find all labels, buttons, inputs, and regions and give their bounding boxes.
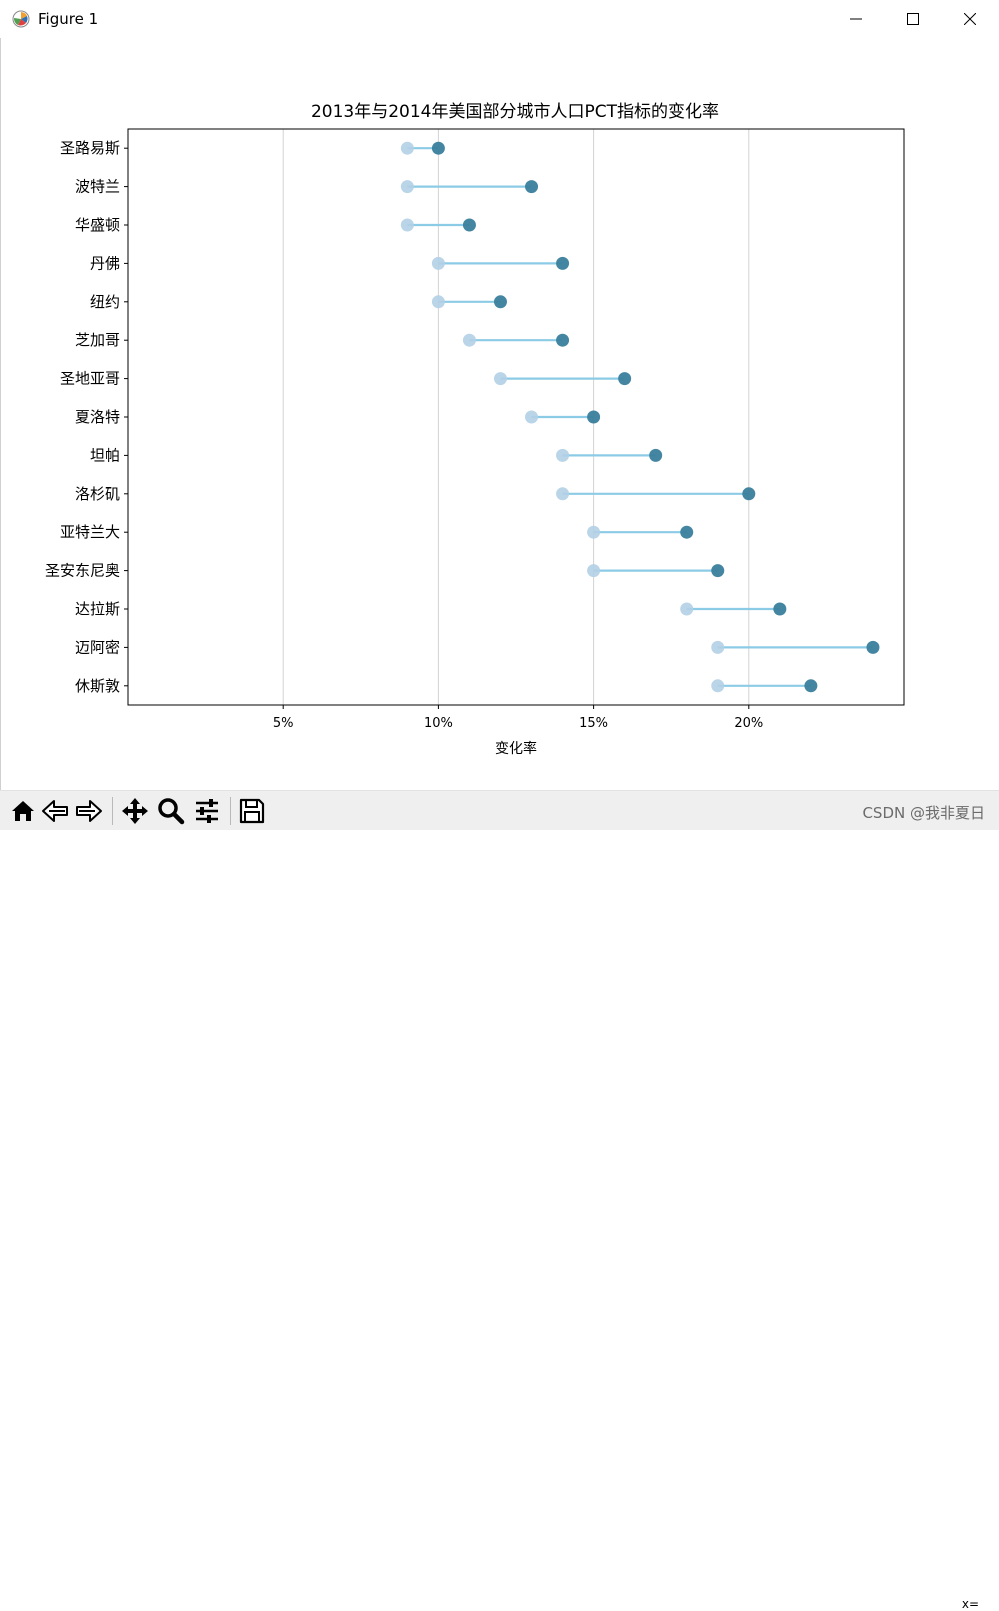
point-2013: [431, 256, 445, 270]
y-tick-label: 纽约: [90, 293, 120, 311]
minimize-button[interactable]: [827, 0, 885, 38]
grid-lines: [282, 129, 750, 705]
minimize-icon: [850, 18, 862, 20]
point-2014: [431, 141, 445, 155]
point-2014: [649, 448, 663, 462]
point-2013: [587, 564, 601, 578]
move-icon: [122, 798, 148, 824]
x-tick-label: 5%: [273, 716, 294, 731]
y-tick-label: 丹佛: [90, 254, 120, 272]
point-2013: [711, 640, 725, 654]
maximize-icon: [907, 13, 919, 25]
x-tick-label: 15%: [579, 716, 608, 731]
floppy-disk-icon: [239, 798, 265, 824]
point-2013: [400, 180, 414, 194]
magnifier-icon: [158, 798, 185, 825]
x-tick-label: 20%: [734, 716, 763, 731]
points: [400, 141, 880, 693]
y-tick-label: 洛杉矶: [75, 485, 120, 503]
point-2014: [556, 256, 570, 270]
back-button[interactable]: [40, 796, 70, 826]
matplotlib-logo-icon: [12, 10, 30, 28]
segments: [407, 147, 873, 687]
point-2013: [493, 372, 507, 386]
home-button[interactable]: [8, 796, 38, 826]
home-icon: [12, 801, 34, 821]
watermark-text: CSDN @我非夏日: [862, 804, 985, 822]
sliders-icon: [196, 799, 218, 823]
x-tick-label: 10%: [424, 716, 453, 731]
toolbar-separator: [230, 797, 231, 825]
point-2014: [493, 295, 507, 309]
point-2013: [556, 487, 570, 501]
zoom-button[interactable]: [156, 796, 186, 826]
point-2014: [556, 333, 570, 347]
y-tick-label: 达拉斯: [75, 600, 120, 618]
y-tick-label: 华盛顿: [75, 216, 120, 234]
close-icon: [964, 13, 976, 25]
y-tick-label: 圣安东尼奥: [45, 562, 120, 580]
plot-frame: [127, 128, 905, 706]
y-axis: 圣路易斯波特兰华盛顿丹佛纽约芝加哥圣地亚哥夏洛特坦帕洛杉矶亚特兰大圣安东尼奥达拉…: [45, 139, 128, 695]
point-2013: [711, 679, 725, 693]
y-tick-label: 波特兰: [75, 178, 120, 196]
pan-button[interactable]: [120, 796, 150, 826]
y-tick-label: 亚特兰大: [60, 523, 120, 541]
point-2013: [556, 448, 570, 462]
x-axis-label: 变化率: [495, 740, 537, 757]
chart-title: 2013年与2014年美国部分城市人口PCT指标的变化率: [311, 102, 719, 122]
coordinates-readout: x=: [961, 1597, 979, 1611]
point-2013: [400, 141, 414, 155]
point-2014: [711, 564, 725, 578]
y-tick-label: 坦帕: [90, 446, 120, 464]
close-button[interactable]: [941, 0, 999, 38]
y-tick-label: 休斯敦: [75, 677, 120, 695]
y-tick-label: 夏洛特: [75, 408, 120, 426]
toolbar-separator: [112, 797, 113, 825]
point-2013: [525, 410, 539, 424]
back-arrow-icon: [42, 800, 68, 822]
forward-button[interactable]: [74, 796, 104, 826]
window-titlebar: Figure 1: [0, 0, 999, 38]
point-2013: [462, 333, 476, 347]
point-2014: [773, 602, 787, 616]
point-2013: [431, 295, 445, 309]
configure-subplots-button[interactable]: [192, 796, 222, 826]
y-tick-label: 圣地亚哥: [60, 370, 120, 388]
point-2014: [525, 180, 539, 194]
save-button[interactable]: [237, 796, 267, 826]
forward-arrow-icon: [76, 800, 102, 822]
point-2014: [680, 525, 694, 539]
point-2014: [742, 487, 756, 501]
dumbbell-chart: 2013年与2014年美国部分城市人口PCT指标的变化率 圣路易斯波特兰华盛顿丹…: [45, 102, 905, 757]
y-tick-label: 迈阿密: [75, 638, 120, 656]
window-border: [0, 38, 1, 790]
point-2013: [587, 525, 601, 539]
point-2014: [804, 679, 818, 693]
y-tick-label: 圣路易斯: [60, 139, 120, 157]
point-2014: [866, 640, 880, 654]
x-axis: 5% 10% 15% 20%: [273, 705, 763, 731]
point-2013: [680, 602, 694, 616]
window-title: Figure 1: [38, 10, 99, 28]
point-2013: [400, 218, 414, 232]
point-2014: [587, 410, 601, 424]
point-2014: [462, 218, 476, 232]
navigation-toolbar: x=: [0, 790, 999, 1611]
maximize-button[interactable]: [884, 0, 942, 38]
point-2014: [618, 372, 632, 386]
y-tick-label: 芝加哥: [75, 331, 120, 349]
